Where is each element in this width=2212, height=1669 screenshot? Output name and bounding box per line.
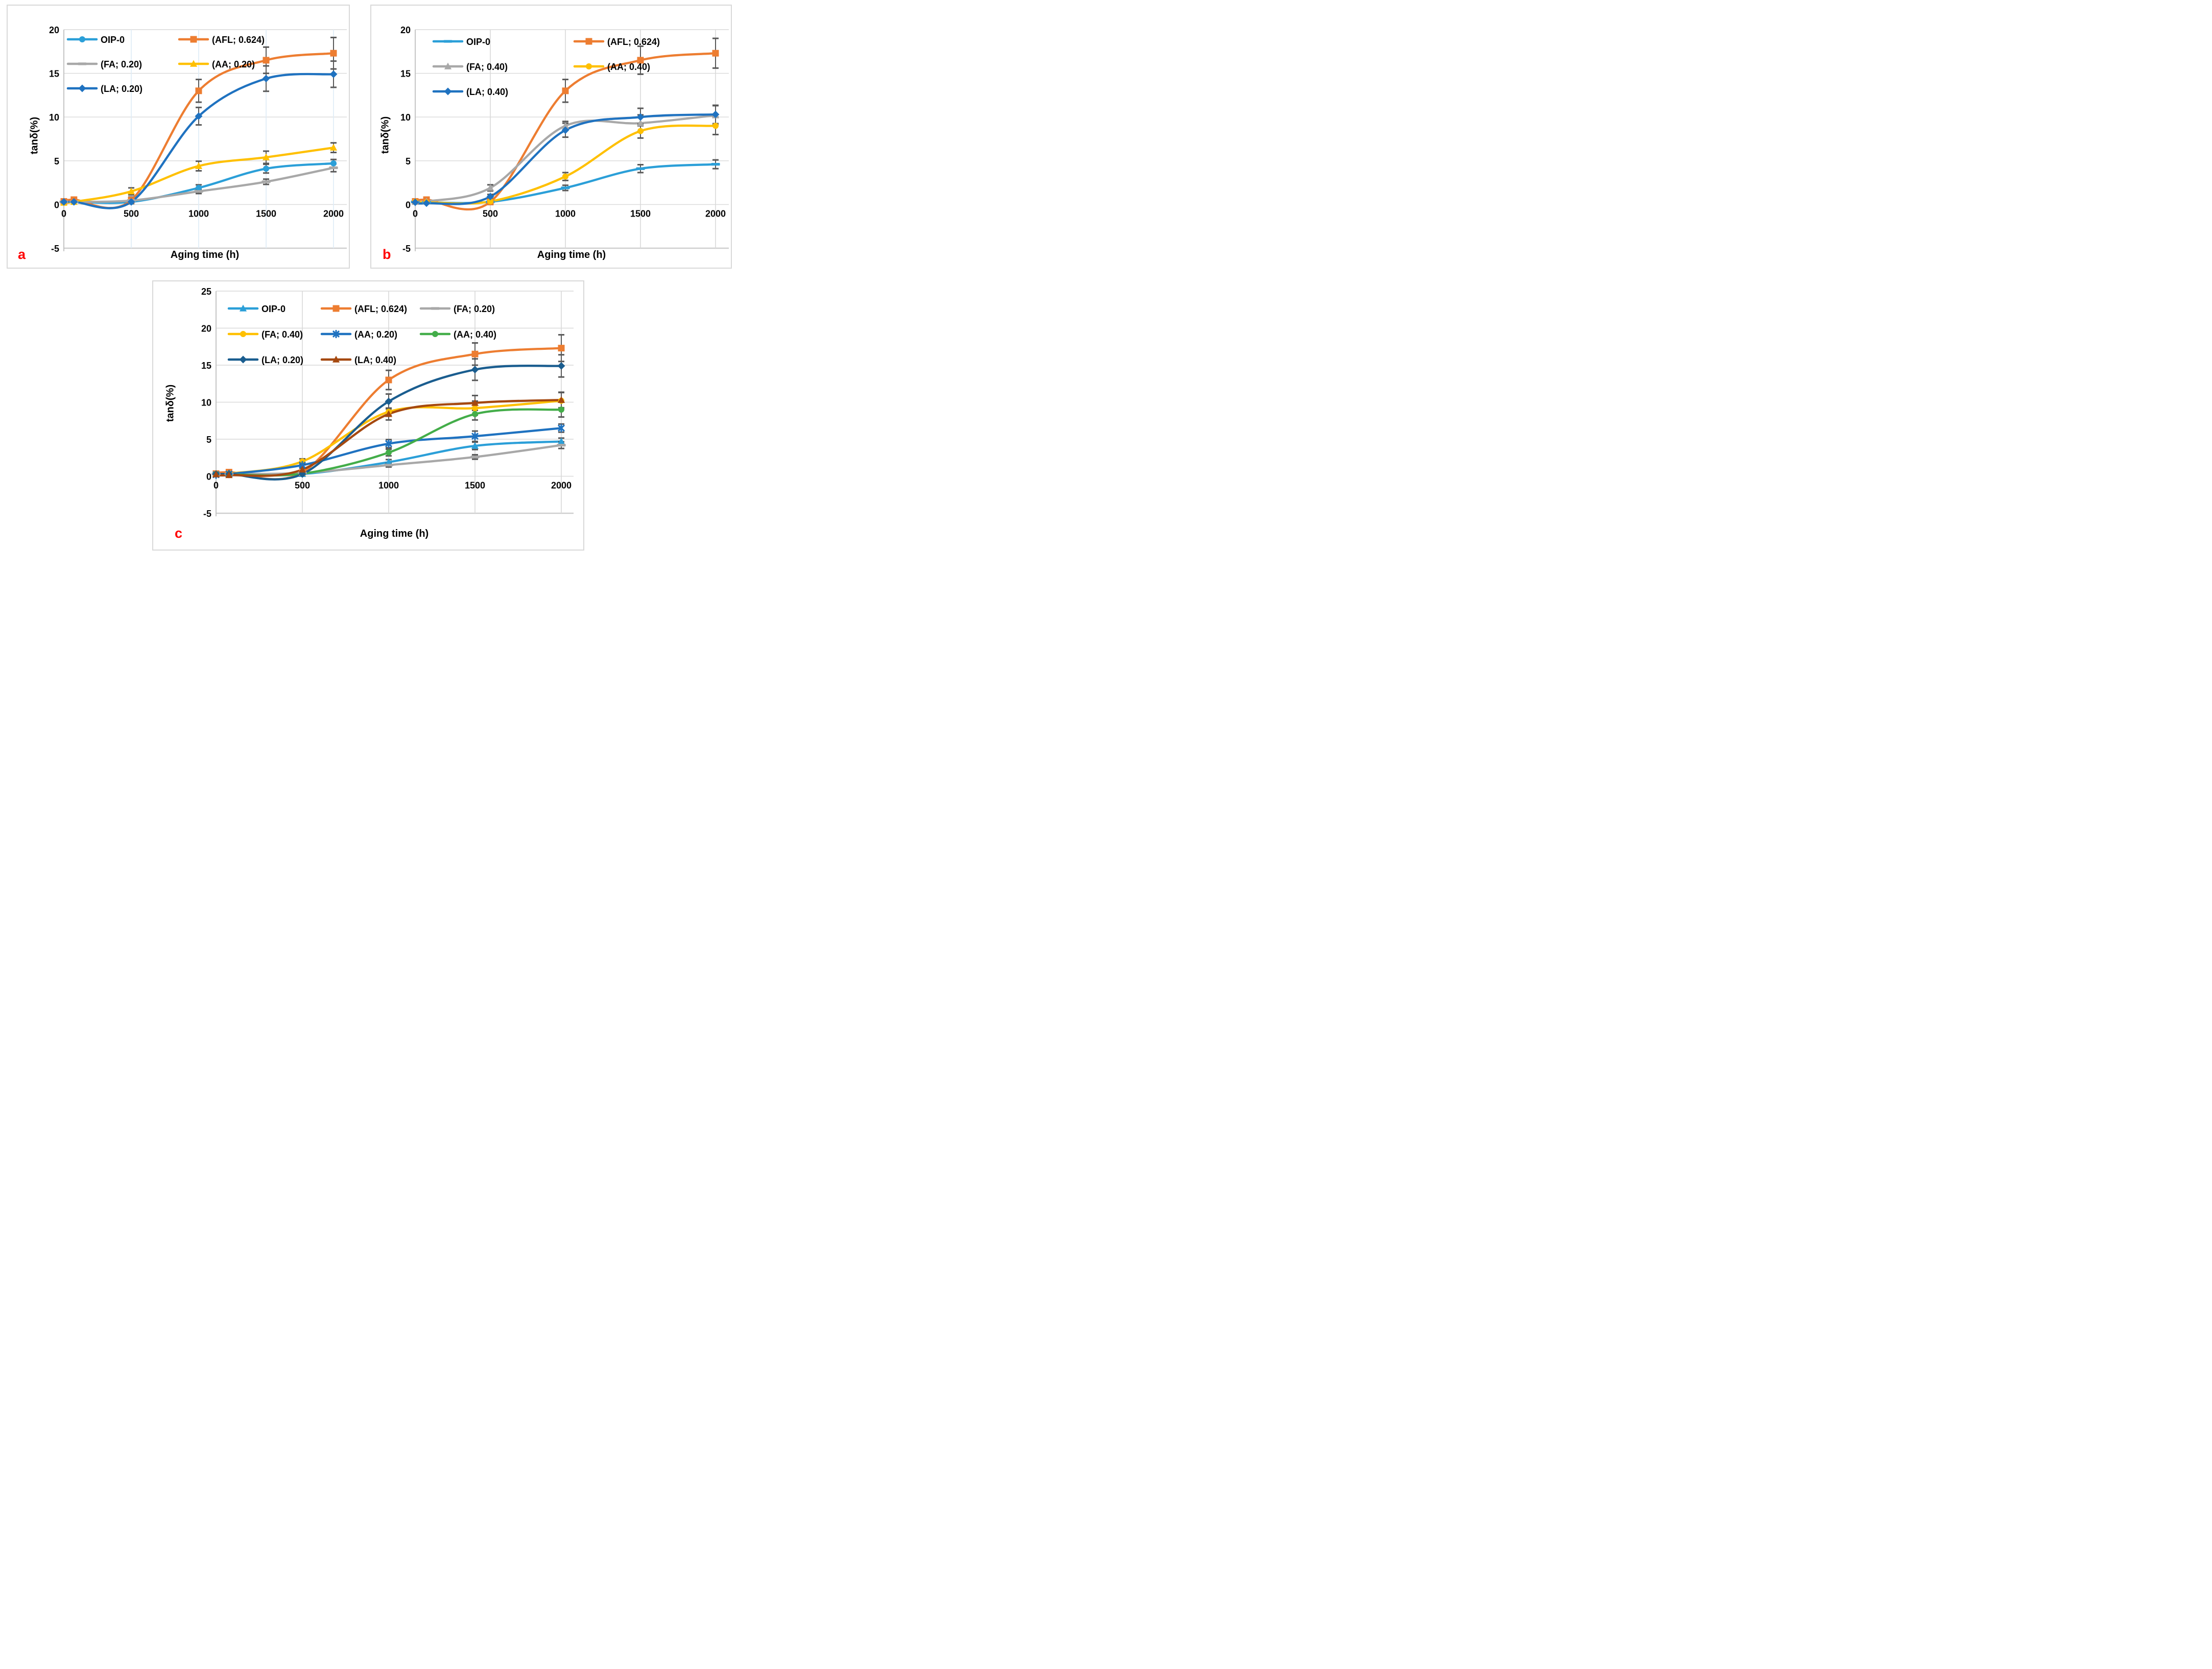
legend-label: (FA; 0.20) (101, 59, 142, 69)
gridlines-a (64, 29, 347, 249)
panel-c-x-axis-title: Aging time (h) (360, 528, 429, 539)
y-tick-label: 25 (201, 287, 211, 297)
y-tick-label: 20 (400, 25, 411, 35)
y-tick-label: -5 (203, 509, 211, 519)
panel-b-letter: b (383, 247, 391, 262)
legend-label: (AA; 0.40) (607, 62, 650, 72)
legend-label: (FA; 0.20) (454, 304, 495, 314)
x-tick-label: 2000 (323, 208, 344, 219)
y-tick-label: 0 (406, 200, 411, 210)
legend: OIP-0 (AFL; 0.624) (FA; 0.20) (FA; 0.40) (AA… (227, 304, 496, 365)
panel-a-y-axis-title: tanδ(%) (29, 116, 40, 155)
legend-label: OIP-0 (261, 304, 286, 314)
y-tick-label: 5 (54, 156, 59, 166)
series-markers (211, 345, 566, 479)
x-tick-label: 0 (213, 481, 219, 491)
gridlines-b (415, 29, 729, 249)
y-tick-label: 20 (201, 324, 211, 334)
y-tick-label: 5 (406, 156, 411, 166)
legend-label: (AFL; 0.624) (607, 37, 660, 47)
x-tick-label: 2000 (551, 481, 572, 491)
x-tick-label: 1000 (555, 208, 576, 219)
legend-label: (LA; 0.40) (354, 355, 396, 365)
legend-label: (LA; 0.40) (466, 87, 508, 97)
legend-label: (AFL; 0.624) (354, 304, 407, 314)
tick-labels: -5 0 5 10 15 20 25 0 500 1000 1500 2000 (201, 287, 572, 519)
y-tick-label: 0 (206, 472, 211, 482)
x-tick-label: 1500 (256, 208, 276, 219)
series-markers (59, 50, 338, 206)
panel-b-chart: -5 0 5 10 15 20 0 500 1000 1500 2000 OIP-0 (AFL; 0.6… (400, 25, 729, 254)
legend: OIP-0 (AFL; 0.624) (FA; 0.20) (AA; 0.20) (LA… (66, 35, 265, 94)
legend-label: (AA; 0.20) (354, 329, 397, 340)
x-tick-label: 1000 (188, 208, 209, 219)
legend-label: (LA; 0.20) (261, 355, 303, 365)
y-tick-label: 15 (49, 69, 59, 79)
x-tick-label: 500 (124, 208, 139, 219)
panel-c-letter: c (175, 526, 183, 541)
x-tick-label: 500 (483, 208, 498, 219)
y-tick-label: 15 (400, 69, 411, 79)
y-tick-label: 5 (206, 435, 211, 445)
panel-c: -5 0 5 10 15 20 25 0 500 1000 1500 2000 OIP-0 (AFL; 0… (152, 280, 584, 551)
x-tick-label: 2000 (705, 208, 726, 219)
tick-labels: -5 0 5 10 15 20 0 500 1000 1500 2000 (400, 25, 726, 254)
panel-b-x-axis-title: Aging time (h) (537, 249, 606, 260)
legend-label: (AFL; 0.624) (212, 35, 265, 45)
y-tick-label: 10 (400, 112, 411, 123)
legend: OIP-0 (AFL; 0.624) (FA; 0.40) (AA; 0.40) (LA… (432, 37, 660, 97)
panel-b: -5 0 5 10 15 20 0 500 1000 1500 2000 OIP-0 (AFL; 0.6… (370, 5, 732, 269)
x-tick-label: 1500 (465, 481, 485, 491)
y-tick-label: 15 (201, 361, 211, 371)
tick-labels: -5 0 5 10 15 20 0 500 1000 1500 2000 (49, 25, 344, 254)
legend-label: (LA; 0.20) (101, 84, 142, 94)
panel-a-x-axis-title: Aging time (h) (170, 249, 240, 260)
legend-label: (AA; 0.20) (212, 59, 255, 69)
x-tick-label: 500 (295, 481, 310, 491)
legend-label: (AA; 0.40) (454, 329, 496, 340)
y-tick-label: 20 (49, 25, 59, 35)
panel-a: -5 0 5 10 15 20 0 500 1000 1500 2000 OIP-0 (AFL; 0.6… (7, 5, 350, 269)
panel-c-y-axis-title: tanδ(%) (164, 384, 176, 422)
panel-c-chart: -5 0 5 10 15 20 25 0 500 1000 1500 2000 OIP-0 (AFL; 0… (201, 287, 574, 519)
y-tick-label: 10 (201, 398, 211, 408)
panel-b-y-axis-title: tanδ(%) (379, 116, 391, 154)
series-markers (411, 50, 720, 207)
legend-label: OIP-0 (101, 35, 125, 45)
x-tick-label: 0 (413, 208, 418, 219)
series-line-(LA; 0.40) (215, 399, 563, 477)
legend-label: (FA; 0.40) (261, 329, 303, 340)
panel-a-letter: a (18, 247, 26, 262)
y-tick-label: -5 (51, 244, 59, 254)
legend-label: (FA; 0.40) (466, 62, 508, 72)
x-tick-label: 1500 (630, 208, 651, 219)
panel-a-chart: -5 0 5 10 15 20 0 500 1000 1500 2000 OIP-0 (AFL; 0.6… (49, 25, 347, 254)
y-tick-label: 10 (49, 112, 59, 123)
y-tick-label: -5 (402, 244, 411, 254)
figure: -5 0 5 10 15 20 0 500 1000 1500 2000 OIP-0 (AFL; 0.6… (0, 0, 735, 555)
y-tick-label: 0 (54, 200, 59, 210)
x-tick-label: 0 (61, 208, 66, 219)
legend-label: OIP-0 (466, 37, 490, 47)
x-tick-label: 1000 (378, 481, 399, 491)
